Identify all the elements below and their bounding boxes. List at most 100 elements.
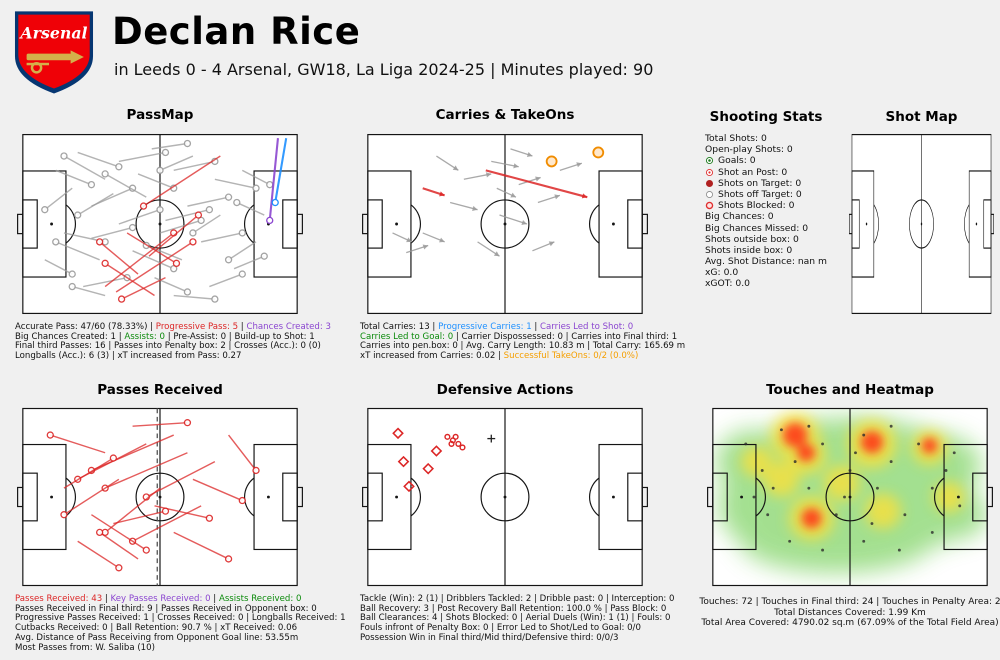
stat-segment: Possession Win in Final third/Mid third/… xyxy=(360,632,619,643)
shooting-stat-row: xG: 0.0 xyxy=(705,267,855,278)
shooting-stat-row: Shot an Post: 0 xyxy=(705,167,855,178)
stat-segment: Longballs (Acc.): 6 (3) | xT increased f… xyxy=(15,351,242,362)
off-target-icon xyxy=(705,190,716,199)
stat-segment: Fouls infront of Penalty Box: 0 | Error … xyxy=(360,623,641,634)
stat-segment: | xyxy=(210,594,219,604)
carries-stat-line-1: Total Carries: 13 | Progressive Carries:… xyxy=(360,322,700,333)
stat-segment: Ball Clearances: 4 | Shots Blocked: 0 | … xyxy=(360,613,671,624)
stat-segment: Total Distances Covered: 1.99 Km xyxy=(774,607,926,618)
passmap-pitch xyxy=(15,128,305,320)
carries-pitch xyxy=(360,128,650,320)
carries-stat-line-2: Carries Led to Goal: 0 | Carrier Disposs… xyxy=(360,331,700,343)
carries-stat-line-4: xT increased from Carries: 0.02 | Succes… xyxy=(360,351,700,362)
defensive-stat-line-5: Possession Win in Final third/Mid third/… xyxy=(360,632,700,644)
stat-segment: xT increased from Carries: 0.02 | xyxy=(360,351,504,362)
shooting-stat-row: Big Chances: 0 xyxy=(705,211,855,222)
stat-segment: | xyxy=(102,594,111,604)
stat-segment: Progressive Pass: 5 xyxy=(155,322,239,332)
passmap-stat-line-4: Longballs (Acc.): 6 (3) | xT increased f… xyxy=(15,351,355,362)
shooting-stat-row: Shots Blocked: 0 xyxy=(705,200,855,211)
shotmap-pitch xyxy=(848,128,995,320)
stat-segment: Progressive Carries: 1 xyxy=(438,322,532,332)
passmap-stat-line-3: Final third Passes: 16 | Passes into Pen… xyxy=(15,342,355,352)
panel-title-defensive: Defensive Actions xyxy=(436,382,574,398)
panel-title-heatmap: Touches and Heatmap xyxy=(766,382,934,398)
crest-club-name: Arsenal xyxy=(18,24,87,43)
passmap-stat-line-1: Accurate Pass: 47/60 (78.33%) | Progress… xyxy=(15,322,355,333)
shooting-stat-label: Big Chances Missed: 0 xyxy=(705,222,809,234)
heatmap-pitch xyxy=(705,402,995,592)
panel-title-shooting: Shooting Stats xyxy=(709,109,823,125)
passes-received-stat-line-2: Passes Received in Final third: 9 | Pass… xyxy=(15,603,355,615)
defensive-stat-line-1: Tackle (Win): 2 (1) | Dribblers Tackled:… xyxy=(360,594,700,605)
stat-segment: Assists: 0 xyxy=(124,331,165,342)
arsenal-crest: Arsenal xyxy=(12,8,96,96)
football-icon xyxy=(705,156,716,165)
stat-segment: Ball Recovery: 3 | Post Recovery Ball Re… xyxy=(360,603,667,614)
stat-segment: | xyxy=(164,331,174,342)
shooting-stat-row: Shots outside box: 0 xyxy=(705,234,855,245)
stat-segment: Progressive Passes Received: 1 | Crosses… xyxy=(15,613,346,624)
stat-segment: Chances Created: 3 xyxy=(246,322,331,332)
shooting-stat-label: Big Chances: 0 xyxy=(705,211,774,223)
passes-received-pitch xyxy=(15,402,305,592)
shooting-stat-label: Total Shots: 0 xyxy=(705,133,767,144)
shooting-stats-list: Total Shots: 0 Open-play Shots: 0 Goals: 0… xyxy=(705,133,855,290)
defensive-stat-line-4: Fouls infront of Penalty Box: 0 | Error … xyxy=(360,623,700,634)
panel-title-shotmap: Shot Map xyxy=(885,109,958,125)
stat-segment: | xyxy=(226,331,235,342)
shooting-stat-label: Shot an Post: 0 xyxy=(718,166,788,178)
stat-segment: Successful TakeOns: 0/2 (0.0%) xyxy=(503,351,639,362)
stat-segment: | xyxy=(238,322,247,332)
blocked-icon xyxy=(705,201,716,210)
stat-segment: Passes Received: 43 xyxy=(15,594,103,604)
shooting-stat-row: xGOT: 0.0 xyxy=(705,278,855,289)
heatmap-pitch-svg xyxy=(707,407,993,587)
shooting-stat-label: Goals: 0 xyxy=(718,155,756,167)
stat-segment: Assists Received: 0 xyxy=(218,594,302,604)
defensive-stat-line-3: Ball Clearances: 4 | Shots Blocked: 0 | … xyxy=(360,614,700,624)
defensive-stats: Tackle (Win): 2 (1) | Dribblers Tackled:… xyxy=(360,594,700,644)
shooting-stat-label: Open-play Shots: 0 xyxy=(705,144,793,156)
on-target-icon xyxy=(705,179,716,188)
stat-segment: Carries Led to Goal: 0 xyxy=(360,331,454,342)
stat-segment: | xyxy=(147,322,156,332)
defensive-pitch-svg xyxy=(362,407,648,587)
heatmap-stats: Touches: 72 | Touches in Final third: 24… xyxy=(660,597,1000,629)
passmap-stat-line-2: Big Chances Created: 1 | Assists: 0 | Pr… xyxy=(15,331,355,343)
stat-segment: Total Carries: 13 | xyxy=(360,322,439,332)
stat-segment: Final third Passes: 16 | Passes into Pen… xyxy=(15,341,321,352)
passes-received-stats: Passes Received: 43 | Key Passes Receive… xyxy=(15,594,355,654)
passes-received-stat-line-3: Progressive Passes Received: 1 | Crosses… xyxy=(15,614,355,624)
stat-segment: Most Passes from: W. Saliba (10) xyxy=(15,642,155,653)
stat-segment: Total Area Covered: 4790.02 sq.m (67.09%… xyxy=(701,618,999,629)
cannon-icon xyxy=(26,50,84,74)
passmap-pitch-svg xyxy=(17,133,303,315)
shooting-stat-row: Avg. Shot Distance: nan m xyxy=(705,256,855,267)
shooting-stat-label: Shots off Target: 0 xyxy=(718,188,802,200)
stat-segment: Build-up to Shot: 1 xyxy=(234,331,315,342)
stat-segment: Passes Received in Final third: 9 | Pass… xyxy=(15,603,317,614)
shotmap-pitch-svg xyxy=(849,133,994,315)
heatmap-stat-line-1: Touches: 72 | Touches in Final third: 24… xyxy=(660,597,1000,608)
passes-received-stat-line-4: Cutbacks Received: 0 | Ball Retention: 9… xyxy=(15,623,355,634)
panel-title-passmap: PassMap xyxy=(126,107,194,123)
heatmap-stat-line-3: Total Area Covered: 4790.02 sq.m (67.09%… xyxy=(660,618,1000,629)
stat-segment: Carries Led to Shot: 0 xyxy=(540,322,634,332)
stat-segment: | xyxy=(531,322,541,332)
shooting-stat-row: Big Chances Missed: 0 xyxy=(705,223,855,234)
shooting-stat-row: Shots off Target: 0 xyxy=(705,189,855,200)
carries-pitch-svg xyxy=(362,133,648,315)
stat-segment: | xyxy=(115,331,125,342)
shooting-stat-row: Shots on Target: 0 xyxy=(705,178,855,189)
stat-segment: Accurate Pass: 47/60 (78.33%) xyxy=(15,322,148,332)
passmap-stats: Accurate Pass: 47/60 (78.33%) | Progress… xyxy=(15,322,355,362)
shooting-stat-label: Avg. Shot Distance: nan m xyxy=(705,256,827,268)
panel-title-passes-received: Passes Received xyxy=(97,382,223,398)
passes-received-stat-line-6: Most Passes from: W. Saliba (10) xyxy=(15,642,355,654)
shooting-stat-label: Shots Blocked: 0 xyxy=(718,200,795,212)
stat-segment: Pre-Assist: 0 xyxy=(173,331,227,342)
shooting-stat-row: Total Shots: 0 xyxy=(705,133,855,144)
stat-segment: Key Passes Received: 0 xyxy=(110,594,211,604)
